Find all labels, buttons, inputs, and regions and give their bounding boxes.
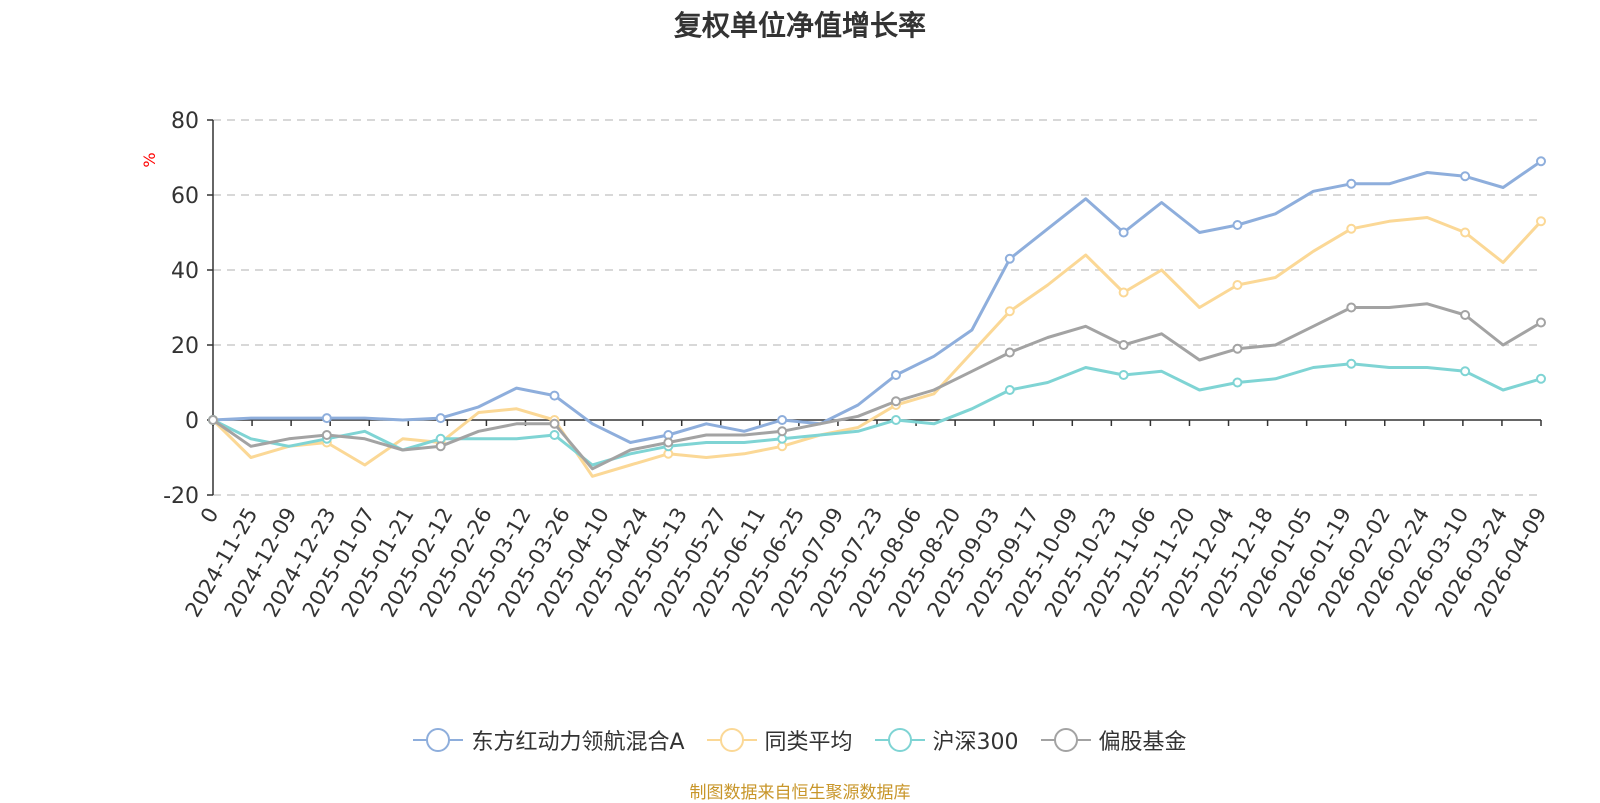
data-point [435, 413, 446, 424]
data-point [1232, 377, 1243, 388]
series-line-0 [212, 160, 1542, 444]
data-point [1346, 223, 1357, 234]
series-line-2 [212, 362, 1542, 467]
data-point [890, 415, 901, 425]
data-point [1460, 227, 1471, 238]
data-point [1536, 317, 1546, 328]
x-tick-label: 0 [196, 504, 223, 528]
legend-label: 偏股基金 [1098, 730, 1187, 755]
y-tick-label: -20 [163, 484, 199, 509]
y-tick-label: 40 [171, 259, 199, 284]
data-source-note: 制图数据来自恒生聚源数据库 [689, 783, 911, 803]
legend-label: 沪深300 [932, 730, 1019, 755]
series-lines [208, 156, 1546, 478]
data-point [321, 413, 332, 424]
data-point [1118, 340, 1129, 350]
data-point [777, 415, 788, 425]
data-point [890, 370, 901, 380]
data-point [1346, 178, 1357, 189]
data-point [1536, 373, 1546, 384]
data-point [1118, 287, 1129, 298]
data-point [1232, 280, 1243, 290]
data-point [321, 430, 332, 440]
data-point [1536, 216, 1546, 227]
data-point [1004, 385, 1015, 395]
data-point [1118, 370, 1129, 380]
data-point [1232, 220, 1243, 230]
y-tick-label: 60 [171, 184, 199, 209]
data-point [549, 390, 560, 401]
data-point [1460, 310, 1471, 320]
chart-title: 复权单位净值增长率 [673, 9, 926, 42]
series-line-1 [211, 216, 1543, 478]
data-point [1004, 253, 1015, 264]
data-point [1232, 343, 1243, 354]
legend-marker-icon [1040, 728, 1091, 752]
data-point [890, 396, 901, 407]
chart-legend: 东方红动力领航混合A 同类平均 沪深300 偏股基金 [0, 722, 1600, 758]
data-point [1118, 227, 1129, 238]
data-point [663, 437, 674, 448]
y-axis-unit: % [140, 152, 159, 167]
legend-label: 东方红动力领航混合A [471, 730, 685, 755]
line-chart: -2002040608002024-11-252024-12-092024-12… [140, 109, 1551, 621]
legend-marker-icon [413, 728, 464, 752]
y-tick-label: 0 [185, 409, 199, 434]
data-point [1004, 347, 1015, 358]
legend-marker-icon [706, 728, 757, 752]
grid-lines [213, 119, 1541, 496]
legend-marker-icon [874, 728, 925, 752]
data-point [435, 441, 446, 452]
data-point [208, 415, 218, 425]
y-tick-label: 20 [171, 334, 199, 359]
data-point [549, 418, 560, 429]
data-point [1460, 171, 1471, 182]
legend-item-3[interactable]: 偏股基金 [1040, 724, 1187, 756]
data-point [1346, 358, 1357, 369]
data-point [1460, 366, 1471, 377]
legend-item-2[interactable]: 沪深300 [874, 724, 1019, 756]
data-point [549, 430, 560, 440]
data-point [1536, 156, 1546, 167]
legend-item-0[interactable]: 东方红动力领航混合A [413, 724, 685, 756]
legend-item-1[interactable]: 同类平均 [706, 724, 853, 756]
series-line-3 [212, 302, 1542, 471]
data-point [1004, 306, 1015, 317]
data-point [1346, 302, 1357, 313]
legend-label: 同类平均 [764, 730, 853, 755]
y-tick-label: 80 [171, 109, 199, 134]
data-point [777, 426, 788, 437]
